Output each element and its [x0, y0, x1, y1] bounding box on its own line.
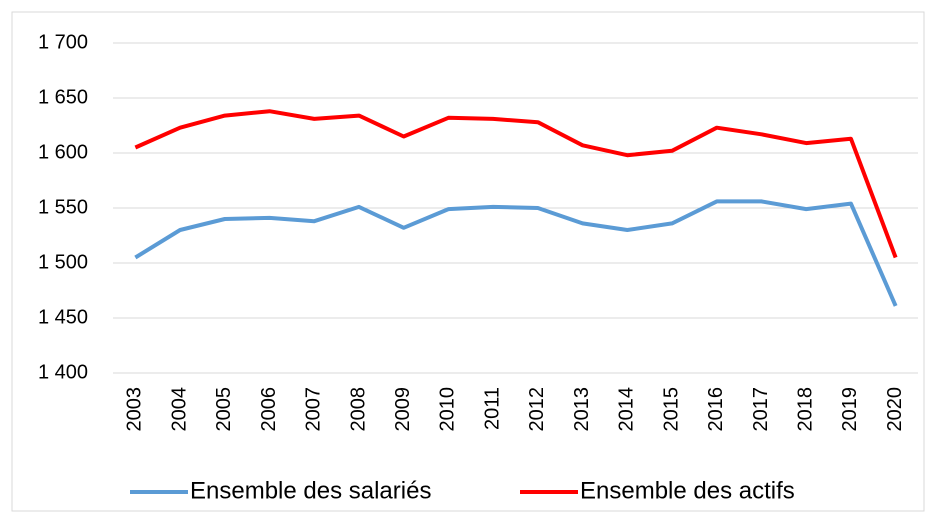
y-tick-label: 1 550: [38, 196, 88, 218]
y-tick-label: 1 500: [38, 251, 88, 273]
x-tick-label: 2016: [705, 387, 727, 432]
series-line: [134, 199, 898, 307]
x-tick-label: 2010: [437, 387, 459, 432]
x-tick-label: 2007: [303, 387, 325, 432]
legend-label: Ensemble des actifs: [580, 477, 795, 504]
x-tick-label: 2011: [481, 387, 503, 430]
x-tick-label: 2020: [884, 387, 906, 432]
x-tick-label: 2015: [660, 387, 682, 432]
x-tick-label: 2003: [124, 387, 146, 432]
y-tick-label: 1 400: [38, 361, 88, 383]
x-tick-label: 2004: [168, 387, 190, 432]
x-tick-label: 2005: [213, 387, 235, 432]
series-line: [134, 109, 898, 259]
x-tick-label: 2017: [750, 387, 772, 432]
x-tick-label: 2019: [839, 387, 861, 432]
x-tick-label: 2018: [794, 387, 816, 432]
x-tick-label: 2006: [258, 387, 280, 432]
x-tick-label: 2012: [526, 387, 548, 432]
x-tick-label: 2008: [347, 387, 369, 432]
legend-label: Ensemble des salariés: [190, 477, 431, 504]
x-tick-label: 2009: [392, 387, 414, 432]
y-tick-label: 1 450: [38, 306, 88, 328]
y-tick-label: 1 600: [38, 141, 88, 163]
x-tick-label: 2013: [571, 387, 593, 432]
x-tick-label: 2014: [616, 387, 638, 432]
y-tick-label: 1 650: [38, 86, 88, 108]
chart-frame: [11, 11, 925, 512]
y-tick-label: 1 700: [38, 31, 88, 53]
